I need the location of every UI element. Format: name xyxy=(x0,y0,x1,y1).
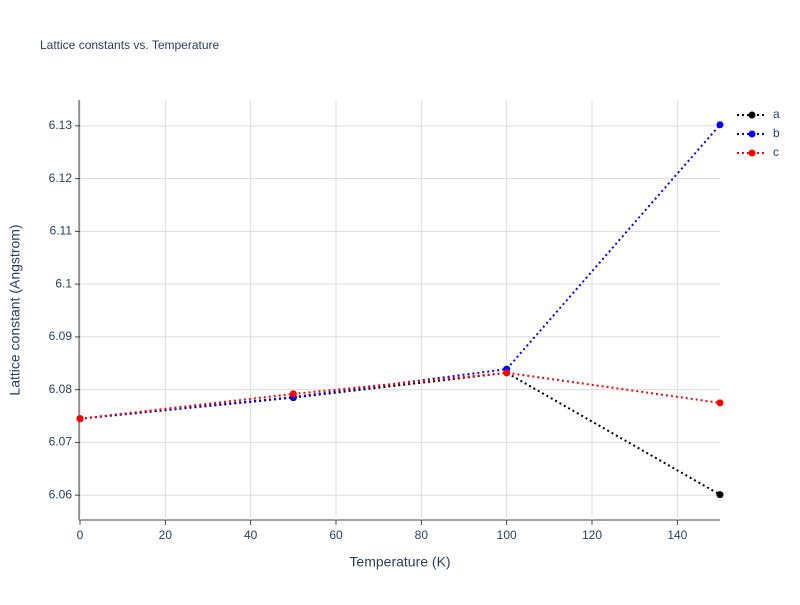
data-point xyxy=(76,415,84,423)
y-tick-label: 6.06 xyxy=(49,487,73,501)
x-tick-label: 100 xyxy=(497,528,517,542)
y-tick-label: 6.12 xyxy=(49,171,73,185)
data-point xyxy=(716,399,724,407)
y-tick-label: 6.13 xyxy=(49,118,73,132)
y-axis-label: Lattice constant (Angstrom) xyxy=(7,224,23,395)
series-line xyxy=(79,124,721,420)
x-tick-label: 0 xyxy=(77,528,84,542)
legend-marker xyxy=(748,111,756,119)
y-tick-label: 6.09 xyxy=(49,329,73,343)
chart-title: Lattice constants vs. Temperature xyxy=(40,38,220,52)
y-tick-label: 6.11 xyxy=(50,224,73,238)
x-axis-label: Temperature (K) xyxy=(349,554,450,570)
data-point xyxy=(503,369,511,377)
y-tick-label: 6.08 xyxy=(49,382,73,396)
legend-label: c xyxy=(773,145,779,159)
legend-marker xyxy=(748,130,756,138)
x-tick-label: 60 xyxy=(329,528,343,542)
legend-label: b xyxy=(773,126,780,140)
x-tick-label: 40 xyxy=(244,528,258,542)
y-tick-label: 6.1 xyxy=(55,276,72,290)
x-tick-label: 20 xyxy=(159,528,173,542)
data-point xyxy=(716,491,724,499)
legend-marker xyxy=(748,149,756,157)
data-point xyxy=(289,390,297,398)
data-point xyxy=(716,121,724,129)
x-tick-label: 80 xyxy=(415,528,429,542)
legend-label: a xyxy=(773,107,780,121)
series-line xyxy=(79,371,721,420)
x-tick-label: 140 xyxy=(667,528,687,542)
x-tick-label: 120 xyxy=(582,528,602,542)
y-tick-label: 6.07 xyxy=(49,435,73,449)
series-line xyxy=(79,371,721,496)
